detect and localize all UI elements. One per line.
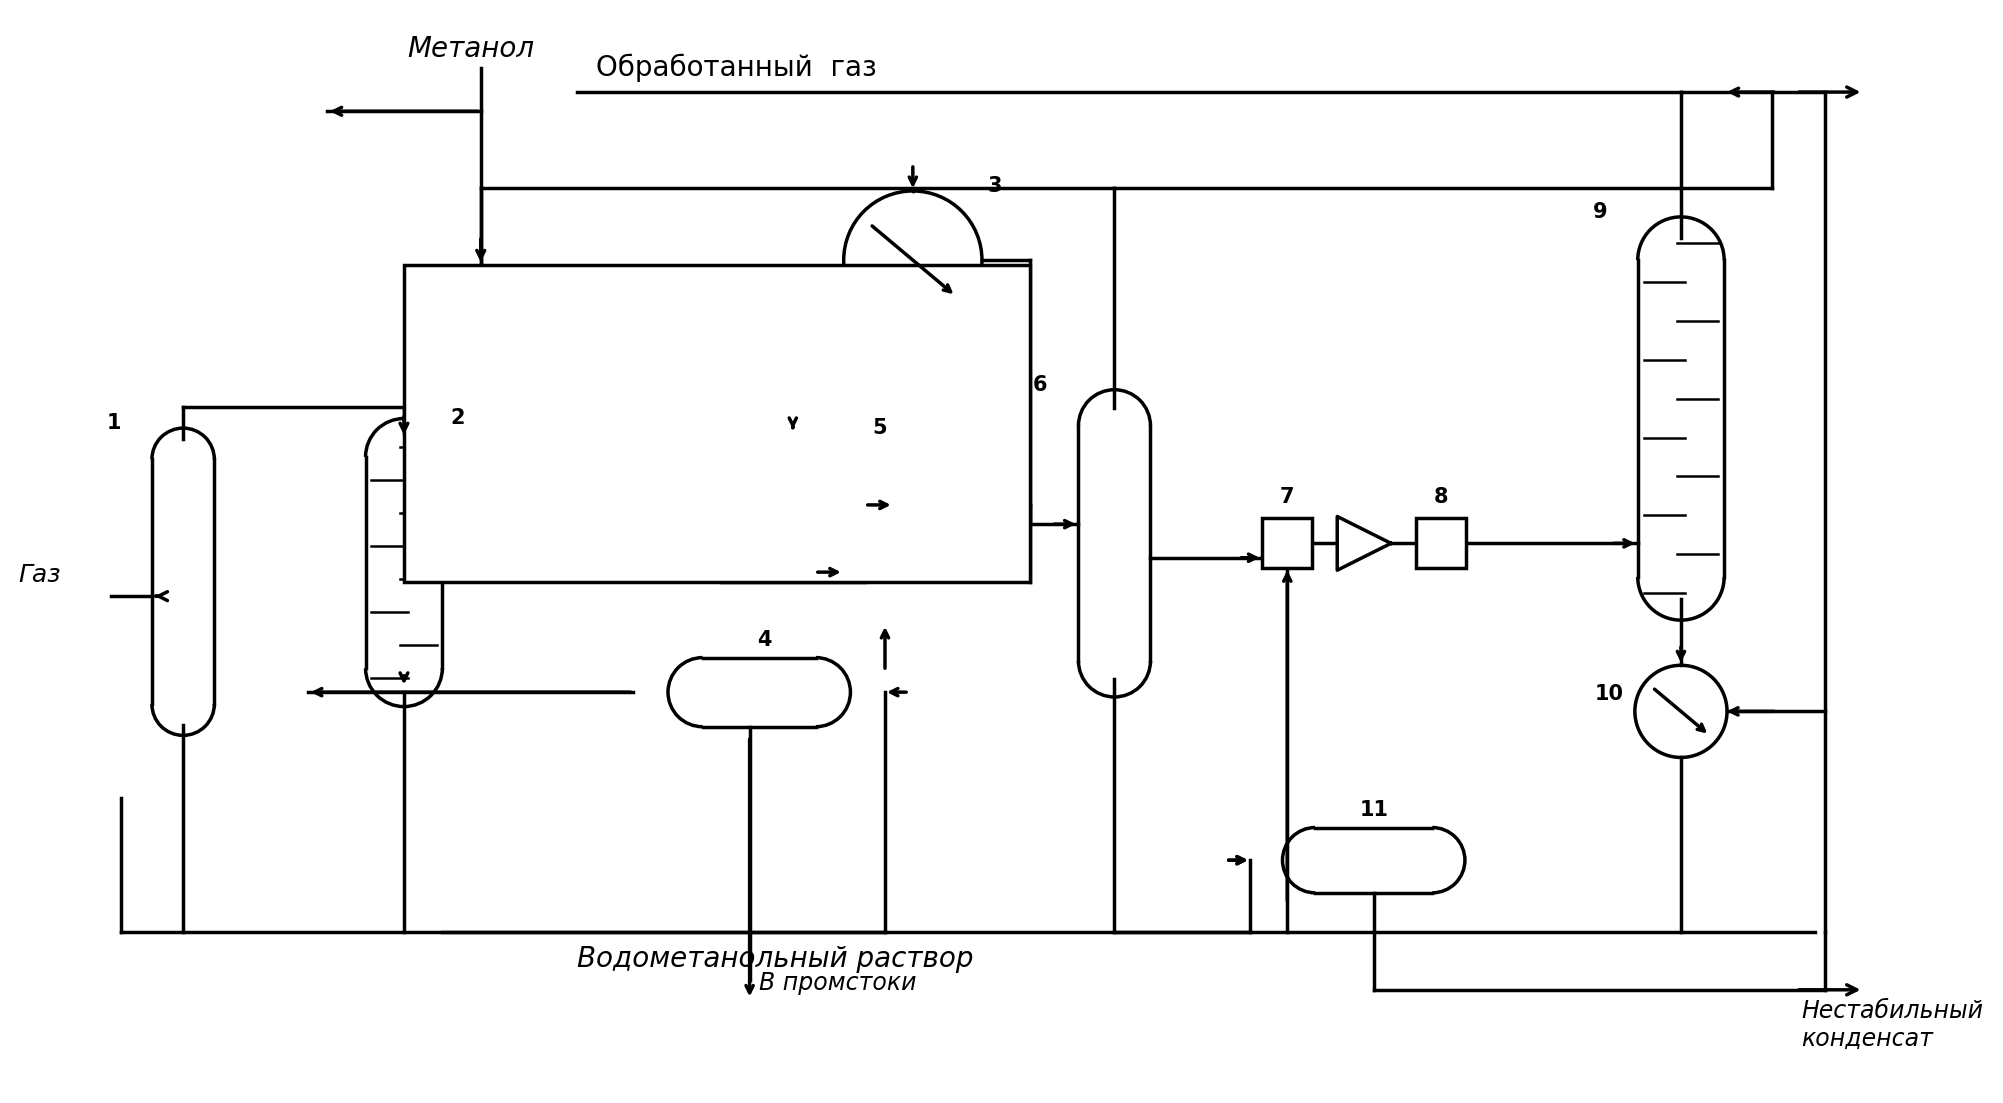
Text: 11: 11 <box>1360 800 1388 820</box>
Text: Газ: Газ <box>18 563 60 587</box>
Text: 9: 9 <box>1592 202 1606 222</box>
Bar <box>721 428 865 581</box>
Text: 7: 7 <box>1280 486 1294 507</box>
Text: 3: 3 <box>987 175 1002 195</box>
Text: Водометанольный раствор: Водометанольный раствор <box>577 944 973 973</box>
Text: 5: 5 <box>873 418 887 438</box>
Text: 1: 1 <box>106 413 122 432</box>
Text: В промстоки: В промстоки <box>759 971 917 995</box>
Text: Обработанный  газ: Обработанный газ <box>597 54 877 83</box>
Bar <box>1416 518 1466 568</box>
Text: 4: 4 <box>757 630 771 650</box>
Bar <box>405 265 1030 581</box>
Polygon shape <box>1338 516 1390 570</box>
Text: 2: 2 <box>451 408 465 428</box>
Text: Нестабильный
конденсат: Нестабильный конденсат <box>1801 999 1983 1051</box>
Text: 8: 8 <box>1434 486 1448 507</box>
Text: 6: 6 <box>1034 375 1048 395</box>
Text: Метанол: Метанол <box>407 35 535 63</box>
Bar <box>1262 518 1312 568</box>
Text: 10: 10 <box>1594 684 1622 704</box>
Polygon shape <box>1338 516 1390 570</box>
